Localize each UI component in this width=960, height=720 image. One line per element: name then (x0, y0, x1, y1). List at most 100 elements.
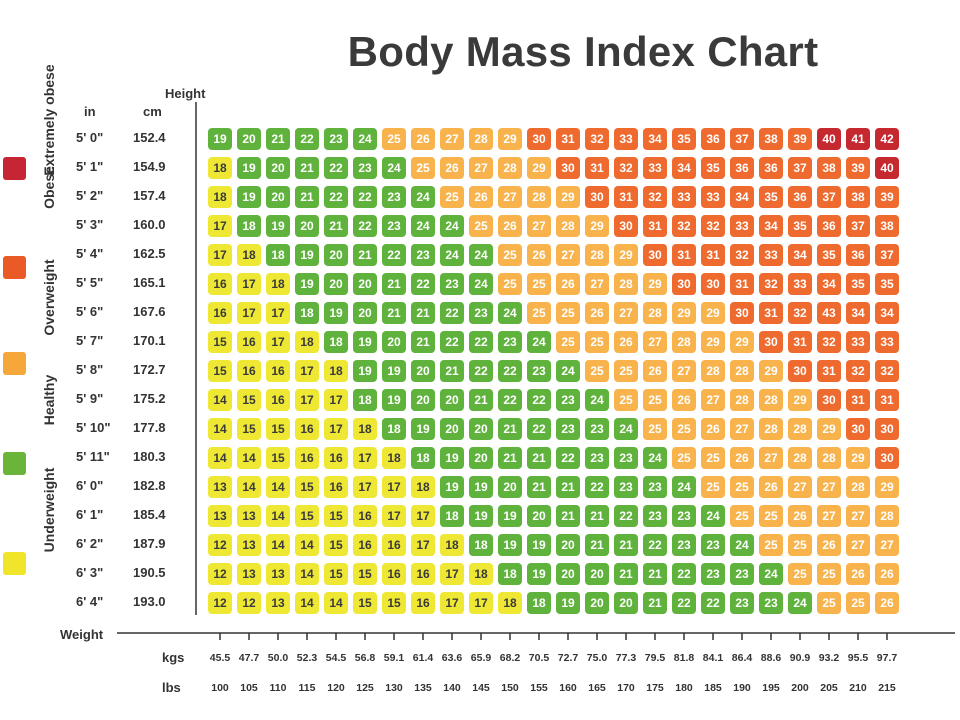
bmi-cell: 36 (759, 157, 783, 179)
bmi-cell: 27 (730, 418, 754, 440)
bmi-cell: 43 (817, 302, 841, 324)
bmi-cell: 25 (701, 447, 725, 469)
bmi-cell: 33 (846, 331, 870, 353)
bmi-cell: 22 (353, 186, 377, 208)
bmi-cell: 22 (672, 563, 696, 585)
bmi-cell: 35 (672, 128, 696, 150)
bmi-cell: 28 (701, 360, 725, 382)
bmi-cell: 35 (875, 273, 899, 295)
bmi-cell: 25 (382, 128, 406, 150)
weight-lb-label: 210 (849, 682, 867, 694)
bmi-cell: 21 (585, 534, 609, 556)
bmi-cell: 23 (643, 476, 667, 498)
bmi-cell: 16 (353, 505, 377, 527)
bmi-cell: 31 (875, 389, 899, 411)
bmi-cell: 19 (382, 389, 406, 411)
bmi-cell: 18 (411, 447, 435, 469)
bmi-cell: 24 (672, 476, 696, 498)
bmi-cell: 25 (730, 476, 754, 498)
bmi-cell: 18 (469, 563, 493, 585)
bmi-cell: 22 (672, 592, 696, 614)
bmi-cell: 34 (817, 273, 841, 295)
bmi-cell: 19 (266, 215, 290, 237)
weight-kg-label: 61.4 (412, 652, 434, 664)
bmi-cell: 26 (440, 157, 464, 179)
bmi-cell: 19 (469, 505, 493, 527)
bmi-cell: 34 (643, 128, 667, 150)
bmi-cell: 15 (295, 476, 319, 498)
bmi-cell: 26 (527, 244, 551, 266)
bmi-cell: 26 (411, 128, 435, 150)
weight-lb-label: 110 (269, 682, 287, 694)
bmi-cell: 23 (382, 215, 406, 237)
bmi-cell: 13 (237, 505, 261, 527)
bmi-cell: 25 (556, 302, 580, 324)
bmi-cell: 18 (382, 418, 406, 440)
bmi-cell: 15 (237, 389, 261, 411)
bmi-cell: 23 (324, 128, 348, 150)
bmi-cell: 22 (527, 418, 551, 440)
bmi-cell: 16 (295, 447, 319, 469)
weight-lb-label: 200 (791, 682, 809, 694)
bmi-cell: 16 (324, 447, 348, 469)
bmi-cell: 37 (730, 128, 754, 150)
bmi-cell: 31 (556, 128, 580, 150)
bmi-cell: 30 (875, 418, 899, 440)
bmi-cell: 17 (382, 476, 406, 498)
bmi-cell: 29 (527, 157, 551, 179)
bmi-cell: 29 (730, 331, 754, 353)
height-cm-label: 172.7 (133, 362, 166, 377)
bmi-cell: 32 (846, 360, 870, 382)
bmi-cell: 30 (788, 360, 812, 382)
bmi-cell: 20 (469, 418, 493, 440)
bmi-cell: 38 (817, 157, 841, 179)
weight-kg-label: 72.7 (557, 652, 579, 664)
bmi-cell: 25 (672, 447, 696, 469)
bmi-cell: 40 (817, 128, 841, 150)
height-cm-label: 170.1 (133, 333, 166, 348)
legend-swatch (3, 352, 26, 375)
bmi-cell: 20 (324, 244, 348, 266)
bmi-cell: 22 (469, 331, 493, 353)
weight-lb-label: 125 (356, 682, 374, 694)
bmi-cell: 18 (469, 534, 493, 556)
bmi-cell: 21 (643, 592, 667, 614)
bmi-cell: 12 (208, 534, 232, 556)
bmi-cell: 36 (701, 128, 725, 150)
bmi-cell: 25 (614, 360, 638, 382)
bmi-cell: 29 (701, 331, 725, 353)
bmi-cell: 15 (353, 592, 377, 614)
bmi-cell: 36 (788, 186, 812, 208)
bmi-cell: 26 (556, 273, 580, 295)
bmi-cell: 18 (266, 244, 290, 266)
bmi-cell: 29 (817, 418, 841, 440)
bmi-cell: 22 (556, 447, 580, 469)
bmi-cell: 25 (672, 418, 696, 440)
legend-swatch (3, 256, 26, 279)
height-inches-label: 5' 11" (76, 449, 110, 464)
bmi-cell: 20 (585, 563, 609, 585)
bmi-cell: 25 (846, 592, 870, 614)
bmi-cell: 23 (585, 418, 609, 440)
weight-kg-label: 70.5 (528, 652, 550, 664)
bmi-cell: 25 (585, 331, 609, 353)
bmi-cell: 27 (846, 505, 870, 527)
bmi-cell: 19 (382, 360, 406, 382)
bmi-cell: 25 (527, 273, 551, 295)
bmi-cell: 23 (382, 186, 406, 208)
weight-kg-label: 77.3 (615, 652, 637, 664)
bmi-cell: 28 (730, 389, 754, 411)
bmi-cell: 15 (382, 592, 406, 614)
height-cm-label: 193.0 (133, 594, 166, 609)
bmi-cell: 24 (440, 215, 464, 237)
bmi-cell: 39 (875, 186, 899, 208)
bmi-cell: 32 (788, 302, 812, 324)
bmi-cell: 18 (411, 476, 435, 498)
bmi-cell: 18 (324, 360, 348, 382)
bmi-cell: 18 (440, 534, 464, 556)
bmi-cell: 33 (788, 273, 812, 295)
bmi-cell: 37 (817, 186, 841, 208)
bmi-cell: 17 (266, 331, 290, 353)
bmi-cell: 24 (440, 244, 464, 266)
bmi-cell: 28 (672, 331, 696, 353)
